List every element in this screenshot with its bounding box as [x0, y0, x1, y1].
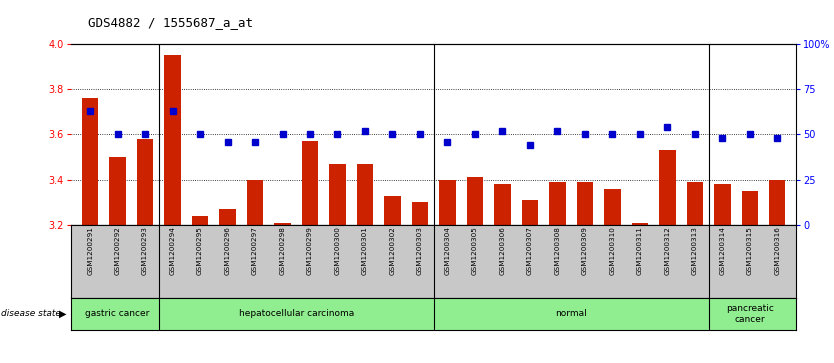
Text: GSM1200301: GSM1200301	[362, 227, 368, 276]
Text: GSM1200312: GSM1200312	[665, 227, 671, 276]
Text: GSM1200308: GSM1200308	[555, 227, 560, 276]
Bar	[247, 180, 264, 225]
Text: GSM1200314: GSM1200314	[719, 227, 726, 276]
Bar	[521, 200, 538, 225]
Text: GSM1200296: GSM1200296	[224, 227, 230, 276]
Bar	[329, 164, 346, 225]
Text: GSM1200291: GSM1200291	[87, 227, 93, 276]
Bar	[440, 180, 455, 225]
Bar	[192, 216, 208, 225]
Text: GSM1200310: GSM1200310	[610, 227, 615, 276]
Text: normal: normal	[555, 310, 587, 318]
Text: GSM1200298: GSM1200298	[279, 227, 285, 276]
Text: GSM1200292: GSM1200292	[114, 227, 121, 276]
Text: GSM1200297: GSM1200297	[252, 227, 258, 276]
Text: GSM1200309: GSM1200309	[582, 227, 588, 276]
Text: GSM1200304: GSM1200304	[445, 227, 450, 276]
Text: GSM1200306: GSM1200306	[500, 227, 505, 276]
Bar	[631, 223, 648, 225]
Bar	[686, 182, 703, 225]
Text: GSM1200311: GSM1200311	[637, 227, 643, 276]
Bar	[604, 189, 620, 225]
Text: gastric cancer: gastric cancer	[85, 310, 150, 318]
Bar	[549, 182, 565, 225]
Bar	[302, 141, 319, 225]
Bar	[769, 180, 786, 225]
Text: GSM1200295: GSM1200295	[197, 227, 203, 276]
Bar	[109, 157, 126, 225]
Text: pancreatic
cancer: pancreatic cancer	[726, 304, 774, 324]
Bar	[164, 55, 181, 225]
Text: GSM1200316: GSM1200316	[774, 227, 781, 276]
Text: GSM1200315: GSM1200315	[746, 227, 753, 276]
Bar	[274, 223, 291, 225]
Text: GDS4882 / 1555687_a_at: GDS4882 / 1555687_a_at	[88, 16, 253, 29]
Text: GSM1200305: GSM1200305	[472, 227, 478, 276]
Bar	[467, 178, 483, 225]
Bar	[576, 182, 593, 225]
Bar	[137, 139, 153, 225]
Text: ▶: ▶	[59, 309, 67, 319]
Text: GSM1200293: GSM1200293	[142, 227, 148, 276]
Bar	[219, 209, 236, 225]
Bar	[82, 98, 98, 225]
Bar	[412, 203, 428, 225]
Text: hepatocellular carcinoma: hepatocellular carcinoma	[239, 310, 354, 318]
Bar	[384, 196, 400, 225]
Text: GSM1200294: GSM1200294	[169, 227, 176, 276]
Text: GSM1200300: GSM1200300	[334, 227, 340, 276]
Bar	[714, 184, 731, 225]
Text: GSM1200302: GSM1200302	[389, 227, 395, 276]
Text: GSM1200313: GSM1200313	[691, 227, 698, 276]
Text: GSM1200299: GSM1200299	[307, 227, 313, 276]
Bar	[741, 191, 758, 225]
Text: GSM1200307: GSM1200307	[527, 227, 533, 276]
Text: disease state: disease state	[1, 310, 61, 318]
Bar	[494, 184, 510, 225]
Bar	[357, 164, 373, 225]
Bar	[659, 150, 676, 225]
Text: GSM1200303: GSM1200303	[417, 227, 423, 276]
